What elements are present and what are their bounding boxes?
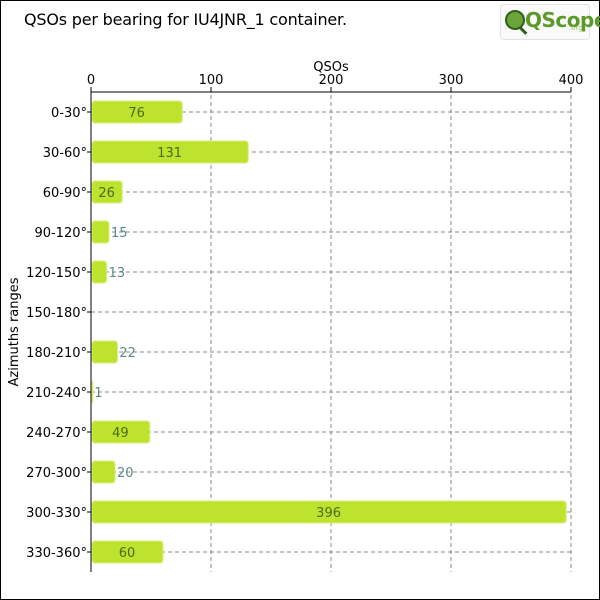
bars: 76 131 26 15 13 22 1 49 20 396 60 xyxy=(91,100,567,564)
bar[interactable] xyxy=(91,500,567,524)
x-tick-label: 0 xyxy=(87,73,95,88)
x-axis-title: QSOs xyxy=(313,60,349,75)
y-category-label: 330-360° xyxy=(26,546,87,561)
bar[interactable] xyxy=(91,220,110,244)
bar[interactable] xyxy=(91,260,108,284)
bar-value-label: 60 xyxy=(119,546,136,561)
chart-title: QSOs per bearing for IU4JNR_1 container. xyxy=(24,10,347,29)
x-tick-label: 300 xyxy=(439,73,464,88)
y-category-label: 60-90° xyxy=(43,186,87,201)
bar[interactable] xyxy=(91,420,151,444)
y-category-label: 120-150° xyxy=(26,266,87,281)
bar[interactable] xyxy=(91,140,249,164)
y-category-label: 90-120° xyxy=(34,226,87,241)
qscope-logo[interactable]: QScope .org xyxy=(500,4,600,40)
y-category-label: 0-30° xyxy=(51,106,87,121)
bar-value-label: 13 xyxy=(109,266,126,281)
y-category-label: 270-300° xyxy=(26,466,87,481)
y-category-label: 150-180° xyxy=(26,306,87,321)
bar[interactable] xyxy=(91,180,123,204)
bar[interactable] xyxy=(91,380,94,404)
bar-value-label: 76 xyxy=(128,106,145,121)
bar-value-label: 15 xyxy=(111,226,128,241)
y-category-label: 30-60° xyxy=(43,146,87,161)
y-category-label: 240-270° xyxy=(26,426,87,441)
y-axis-title: Azimuths ranges xyxy=(7,277,22,386)
axes: 0 100 200 300 4000-30°30-60°60-90°90-120°120… xyxy=(26,73,583,572)
y-category-label: 300-330° xyxy=(26,506,87,521)
bar-value-label: 1 xyxy=(94,386,102,401)
globe-icon xyxy=(505,10,525,30)
bar-value-label: 26 xyxy=(98,186,115,201)
bar-value-label: 396 xyxy=(316,506,341,521)
bar[interactable] xyxy=(91,540,164,564)
bar[interactable] xyxy=(91,340,118,364)
logo-wordmark: QScope xyxy=(525,8,600,32)
bar-value-label: 22 xyxy=(119,346,136,361)
bar-value-label: 131 xyxy=(157,146,182,161)
y-category-label: 180-210° xyxy=(26,346,87,361)
y-category-label: 210-240° xyxy=(26,386,87,401)
x-tick-label: 100 xyxy=(199,73,224,88)
logo-suffix: .org xyxy=(569,24,583,32)
bar[interactable] xyxy=(91,460,116,484)
bar-value-label: 49 xyxy=(112,426,129,441)
bar-value-label: 20 xyxy=(117,466,134,481)
x-tick-label: 200 xyxy=(319,73,344,88)
bar[interactable] xyxy=(91,100,183,124)
x-tick-label: 400 xyxy=(559,73,584,88)
